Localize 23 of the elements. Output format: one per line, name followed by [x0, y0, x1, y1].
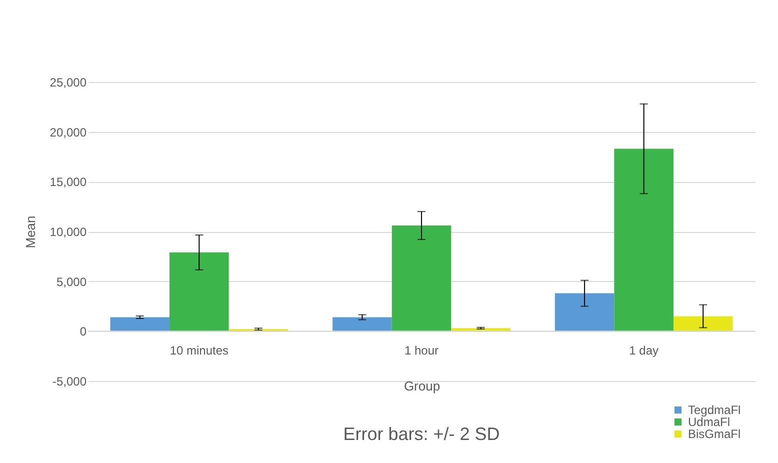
- bar: [332, 317, 392, 332]
- x-axis-title: Group: [404, 378, 440, 394]
- bar: [392, 226, 452, 332]
- legend-label: TegdmaFl: [688, 403, 741, 417]
- y-tick-label: 15,000: [50, 175, 87, 190]
- bar: [170, 252, 229, 332]
- x-tick-label: 1 hour: [404, 344, 439, 358]
- x-tick-label: 10 minutes: [170, 344, 229, 358]
- bar: [614, 148, 674, 332]
- bar: [554, 293, 614, 332]
- y-tick-label: 10,000: [50, 225, 87, 239]
- y-tick-label: 25,000: [50, 76, 87, 90]
- legend-label: BisGmaFl: [688, 427, 741, 441]
- y-tick-label: -5,000: [52, 374, 87, 388]
- y-tick-label: 20,000: [50, 125, 87, 140]
- x-tick-label: 1 day: [629, 344, 659, 358]
- text: Error bars: +/- 2 SD: [343, 424, 500, 444]
- y-tick-label: 0: [80, 324, 87, 339]
- y-tick-label: 5,000: [56, 274, 87, 289]
- bar: [110, 317, 170, 332]
- bar: [673, 316, 733, 332]
- y-axis-title: Mean: [22, 216, 38, 248]
- legend-label: UdmaFl: [688, 415, 730, 429]
